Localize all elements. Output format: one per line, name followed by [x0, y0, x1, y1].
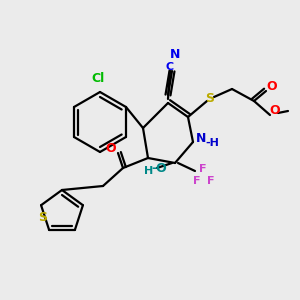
Text: F: F — [193, 176, 201, 186]
Text: S: S — [206, 92, 214, 106]
Text: N: N — [196, 131, 206, 145]
Text: N: N — [170, 49, 180, 62]
Text: O: O — [270, 104, 280, 118]
Text: H: H — [144, 166, 154, 176]
Text: -H: -H — [205, 138, 219, 148]
Text: S: S — [39, 211, 48, 224]
Text: O: O — [267, 80, 277, 94]
Text: F: F — [207, 176, 215, 186]
Text: -O: -O — [151, 161, 167, 175]
Text: C: C — [166, 62, 174, 72]
Text: F: F — [199, 164, 207, 174]
Text: Cl: Cl — [92, 73, 105, 85]
Text: O: O — [106, 142, 116, 154]
